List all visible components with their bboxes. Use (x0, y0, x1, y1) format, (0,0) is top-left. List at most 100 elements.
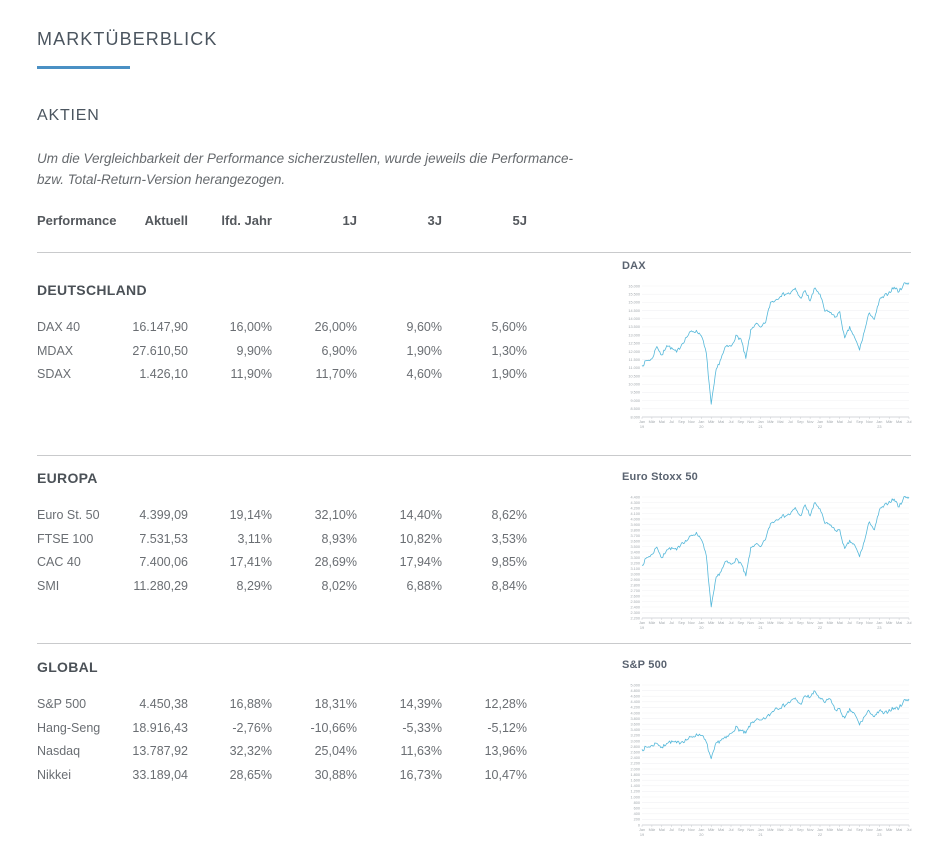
svg-text:2.500: 2.500 (630, 600, 640, 604)
value-cell: 27.610,50 (132, 343, 188, 358)
svg-text:2.700: 2.700 (630, 589, 640, 593)
svg-text:Nov: Nov (866, 828, 873, 832)
svg-text:Sep: Sep (797, 828, 804, 832)
svg-text:Jul: Jul (907, 621, 912, 625)
column-header-aktuell: Aktuell (144, 213, 188, 228)
svg-text:20: 20 (699, 425, 703, 429)
value-cell: 6,88% (406, 578, 442, 593)
value-cell: 18.916,43 (132, 720, 188, 735)
column-header-5j: 5J (512, 213, 527, 228)
page-title: MARKTÜBERBLICK (37, 29, 218, 49)
svg-text:Mai: Mai (718, 828, 724, 832)
value-cell: 4.450,38 (139, 697, 188, 711)
svg-text:1.400: 1.400 (630, 784, 640, 788)
svg-text:21: 21 (759, 425, 763, 429)
svg-text:Mär: Mär (708, 420, 715, 424)
value-cell: 6,90% (321, 343, 357, 358)
svg-text:2.800: 2.800 (630, 745, 640, 749)
svg-text:Mai: Mai (837, 420, 843, 424)
dax-chart-block: DAX 16.000 15.500 15.000 14.500 14.000 13.500… (622, 260, 912, 439)
value-cell: -5,33% (402, 720, 442, 735)
column-header-performance: Performance (37, 213, 117, 228)
value-cell: 33.189,04 (132, 767, 188, 782)
sp-500-chart-title: S&P 500 (622, 659, 668, 671)
svg-text:Nov: Nov (807, 621, 814, 625)
value-cell: 11,70% (315, 367, 357, 381)
svg-text:Mai: Mai (718, 420, 724, 424)
value-cell: 11,90% (230, 367, 272, 381)
section-europa: EUROPA Euro St. 50 4.399,09 19,14% 32,10% 14… (37, 470, 527, 598)
svg-text:21: 21 (759, 833, 763, 837)
svg-text:3.200: 3.200 (630, 561, 640, 565)
svg-text:Jul: Jul (907, 420, 912, 424)
svg-text:4.200: 4.200 (630, 506, 640, 510)
svg-text:Mai: Mai (777, 828, 783, 832)
svg-text:Nov: Nov (807, 420, 814, 424)
value-cell: 11.280,29 (133, 578, 188, 593)
table-row: SDAX 1.426,10 11,90% 11,70% 4,60% 1,90% (37, 363, 527, 387)
svg-text:3.400: 3.400 (630, 550, 640, 554)
svg-text:Jan: Jan (758, 828, 764, 832)
value-cell: 3,53% (491, 531, 527, 546)
svg-text:Mär: Mär (649, 828, 656, 832)
table-row: Hang-Seng 18.916,43 -2,76% -10,66% -5,33% -5,… (37, 717, 527, 741)
svg-text:Sep: Sep (738, 420, 745, 424)
svg-text:2.600: 2.600 (630, 751, 640, 755)
svg-text:2.200: 2.200 (630, 762, 640, 766)
value-cell: 19,14% (229, 508, 272, 522)
svg-text:Jul: Jul (669, 621, 674, 625)
value-cell: 8,02% (321, 578, 357, 593)
value-cell: 8,29% (236, 578, 272, 593)
svg-text:5.000: 5.000 (630, 683, 640, 687)
svg-text:3.300: 3.300 (630, 556, 640, 560)
svg-text:Jan: Jan (698, 828, 704, 832)
section-deutschland: DEUTSCHLAND DAX 40 16.147,90 16,00% 26,00% 9… (37, 282, 527, 387)
svg-text:Jan: Jan (876, 621, 882, 625)
svg-text:19: 19 (640, 833, 644, 837)
svg-text:Sep: Sep (678, 420, 685, 424)
value-cell: 12,28% (484, 697, 527, 711)
svg-text:Jul: Jul (788, 828, 793, 832)
svg-text:Mai: Mai (659, 828, 665, 832)
index-name-cell: SMI (37, 578, 60, 593)
svg-text:2.600: 2.600 (630, 594, 640, 598)
value-cell: 13.787,92 (132, 744, 188, 758)
svg-text:3.500: 3.500 (630, 545, 640, 549)
svg-text:Sep: Sep (678, 828, 685, 832)
svg-text:3.700: 3.700 (630, 534, 640, 538)
table-row: CAC 40 7.400,06 17,41% 28,69% 17,94% 9,85% (37, 551, 527, 575)
svg-text:Jul: Jul (729, 828, 734, 832)
svg-text:Mär: Mär (767, 828, 774, 832)
global-rows: S&P 500 4.450,38 16,88% 18,31% 14,39% 12,28% H… (37, 693, 527, 787)
svg-text:4.000: 4.000 (630, 711, 640, 715)
svg-text:Jan: Jan (698, 621, 704, 625)
section-global: GLOBAL S&P 500 4.450,38 16,88% 18,31% 14,39%… (37, 659, 527, 787)
value-cell: 8,62% (491, 508, 527, 522)
svg-text:8.500: 8.500 (630, 407, 640, 411)
index-name-cell: CAC 40 (37, 555, 81, 569)
sp-500-chart-block: S&P 500 5.000 4.800 4.600 4.400 4.200 4.000 3.… (622, 659, 912, 843)
svg-text:Mär: Mär (708, 621, 715, 625)
svg-text:16.000: 16.000 (628, 284, 640, 288)
svg-text:11.500: 11.500 (629, 358, 640, 362)
index-name-cell: SDAX (37, 367, 72, 381)
svg-text:12.000: 12.000 (628, 350, 640, 354)
svg-text:9.000: 9.000 (630, 399, 640, 403)
section-title-global: GLOBAL (37, 659, 98, 675)
svg-text:1.600: 1.600 (630, 779, 640, 783)
value-cell: -2,76% (232, 720, 272, 735)
table-row: MDAX 27.610,50 9,90% 6,90% 1,90% 1,30% (37, 340, 527, 364)
svg-text:Jul: Jul (847, 828, 852, 832)
svg-text:4.100: 4.100 (630, 512, 640, 516)
value-cell: 8,84% (491, 578, 527, 593)
svg-text:11.000: 11.000 (629, 366, 640, 370)
value-cell: -10,66% (310, 720, 357, 735)
value-cell: 16,00% (229, 320, 272, 334)
europa-rows: Euro St. 50 4.399,09 19,14% 32,10% 14,40% 8,6… (37, 504, 527, 598)
value-cell: 4.399,09 (139, 508, 188, 522)
svg-text:Jan: Jan (817, 621, 823, 625)
svg-text:Jan: Jan (876, 420, 882, 424)
svg-text:22: 22 (818, 425, 822, 429)
svg-text:0: 0 (638, 823, 640, 827)
section-separator (37, 455, 911, 456)
